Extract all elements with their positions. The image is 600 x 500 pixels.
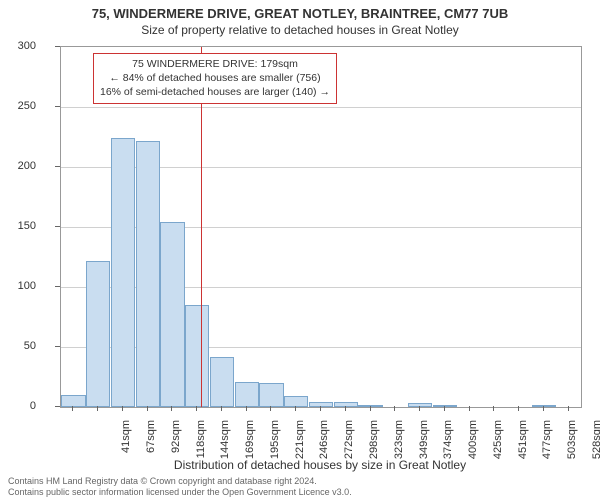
- histogram-bar: [433, 405, 457, 407]
- y-tick-mark: [55, 106, 60, 107]
- histogram-bar: [532, 405, 556, 407]
- y-tick-label: 50: [0, 340, 36, 352]
- annotation-line3: 16% of semi-detached houses are larger (…: [100, 85, 330, 99]
- x-tick-mark: [493, 406, 494, 411]
- x-tick-label: 221sqm: [294, 420, 306, 470]
- y-tick-mark: [55, 166, 60, 167]
- x-tick-label: 195sqm: [269, 420, 281, 470]
- y-tick-mark: [55, 346, 60, 347]
- chart-subtitle: Size of property relative to detached ho…: [0, 23, 600, 37]
- x-tick-label: 323sqm: [393, 420, 405, 470]
- x-tick-mark: [221, 406, 222, 411]
- x-tick-label: 528sqm: [591, 420, 600, 470]
- annotation-box: 75 WINDERMERE DRIVE: 179sqm ← 84% of det…: [93, 53, 337, 104]
- histogram-bar: [259, 383, 283, 407]
- annotation-line1: 75 WINDERMERE DRIVE: 179sqm: [100, 57, 330, 71]
- y-tick-label: 300: [0, 40, 36, 52]
- x-tick-mark: [370, 406, 371, 411]
- x-tick-mark: [568, 406, 569, 411]
- histogram-bar: [86, 261, 110, 407]
- x-tick-label: 298sqm: [368, 420, 380, 470]
- x-tick-label: 477sqm: [541, 420, 553, 470]
- x-tick-mark: [97, 406, 98, 411]
- x-tick-label: 400sqm: [467, 420, 479, 470]
- x-tick-mark: [147, 406, 148, 411]
- title-block: 75, WINDERMERE DRIVE, GREAT NOTLEY, BRAI…: [0, 0, 600, 37]
- x-tick-label: 169sqm: [244, 420, 256, 470]
- x-tick-label: 503sqm: [566, 420, 578, 470]
- y-tick-mark: [55, 406, 60, 407]
- x-tick-label: 425sqm: [492, 420, 504, 470]
- y-tick-label: 0: [0, 400, 36, 412]
- x-tick-mark: [419, 406, 420, 411]
- y-tick-label: 200: [0, 160, 36, 172]
- footer-line2: Contains public sector information licen…: [8, 487, 352, 498]
- x-tick-mark: [246, 406, 247, 411]
- x-tick-mark: [295, 406, 296, 411]
- x-tick-label: 41sqm: [120, 420, 132, 470]
- x-tick-label: 118sqm: [195, 420, 207, 470]
- x-tick-mark: [444, 406, 445, 411]
- x-tick-mark: [122, 406, 123, 411]
- y-tick-mark: [55, 286, 60, 287]
- chart-plot-area: 75 WINDERMERE DRIVE: 179sqm ← 84% of det…: [60, 46, 582, 408]
- x-tick-mark: [543, 406, 544, 411]
- histogram-bar: [136, 141, 160, 407]
- histogram-bar: [111, 138, 135, 407]
- x-tick-label: 374sqm: [442, 420, 454, 470]
- x-tick-label: 67sqm: [145, 420, 157, 470]
- histogram-bar: [185, 305, 209, 407]
- x-tick-mark: [345, 406, 346, 411]
- histogram-bar: [210, 357, 234, 407]
- x-tick-label: 349sqm: [418, 420, 430, 470]
- chart-container: 75, WINDERMERE DRIVE, GREAT NOTLEY, BRAI…: [0, 0, 600, 500]
- x-tick-mark: [270, 406, 271, 411]
- footer-line1: Contains HM Land Registry data © Crown c…: [8, 476, 352, 487]
- x-tick-mark: [196, 406, 197, 411]
- x-tick-label: 144sqm: [219, 420, 231, 470]
- x-tick-mark: [394, 406, 395, 411]
- y-tick-label: 100: [0, 280, 36, 292]
- y-tick-mark: [55, 226, 60, 227]
- y-tick-label: 150: [0, 220, 36, 232]
- x-tick-label: 272sqm: [343, 420, 355, 470]
- chart-title: 75, WINDERMERE DRIVE, GREAT NOTLEY, BRAI…: [0, 6, 600, 21]
- histogram-bar: [160, 222, 184, 407]
- x-tick-mark: [518, 406, 519, 411]
- footer: Contains HM Land Registry data © Crown c…: [8, 476, 352, 499]
- histogram-bar: [334, 402, 358, 407]
- annotation-line2: ← 84% of detached houses are smaller (75…: [100, 71, 330, 85]
- y-tick-mark: [55, 46, 60, 47]
- grid-line: [61, 107, 581, 108]
- histogram-bar: [235, 382, 259, 407]
- x-tick-mark: [469, 406, 470, 411]
- x-tick-label: 451sqm: [517, 420, 529, 470]
- x-tick-label: 246sqm: [318, 420, 330, 470]
- x-tick-mark: [72, 406, 73, 411]
- y-tick-label: 250: [0, 100, 36, 112]
- x-tick-label: 92sqm: [170, 420, 182, 470]
- x-tick-mark: [171, 406, 172, 411]
- x-tick-mark: [320, 406, 321, 411]
